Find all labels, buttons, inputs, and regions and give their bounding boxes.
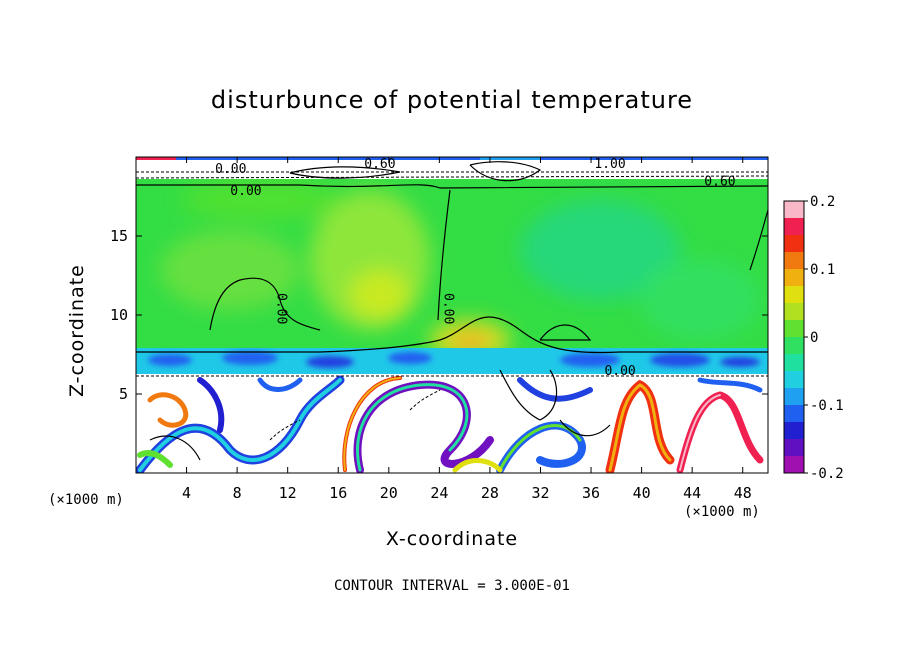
chart-title: disturbunce of potential temperature	[210, 86, 694, 114]
contour-label: 0.00	[215, 162, 246, 177]
contour-label: 0.00	[230, 184, 261, 199]
contour-labels: 0.00 0.00 0.00 0.00 0.60 1.00 0.60 0.00	[215, 157, 735, 379]
x-tick-label: 40	[633, 484, 651, 502]
colorbar-swatch	[784, 303, 804, 321]
colorbar-swatch	[784, 218, 804, 236]
x-axis-ticks: 4 8 12 16 20 24 28 32 36 40 44 48	[182, 157, 752, 502]
x-tick-label: 20	[380, 484, 398, 502]
y-tick-label: 10	[110, 306, 128, 324]
x-tick-label: 4	[182, 484, 191, 502]
colorbar-swatch	[784, 354, 804, 372]
y-tick-label: 15	[110, 227, 128, 245]
colorbar-swatch	[784, 371, 804, 389]
x-tick-label: 8	[233, 484, 242, 502]
colorbar-tick-label: 0.1	[810, 262, 835, 278]
x-tick-label: 28	[481, 484, 499, 502]
y-axis-unit: (×1000 m)	[48, 492, 124, 508]
colorbar-swatch	[784, 439, 804, 457]
contour-label: 0.60	[704, 174, 735, 189]
contour-interval-note: CONTOUR INTERVAL = 3.000E-01	[333, 578, 570, 594]
colorbar-swatch	[784, 405, 804, 423]
x-tick-label: 24	[430, 484, 448, 502]
contour-lines	[136, 161, 768, 461]
colorbar-swatch	[784, 422, 804, 440]
colorbar-swatch	[784, 252, 804, 270]
colorbar-swatch	[784, 201, 804, 219]
contour-label: 0.00	[274, 293, 289, 324]
contour-label: 0.00	[440, 293, 455, 324]
colorbar: 0.2 0.1 0 -0.1 -0.2	[783, 194, 844, 482]
x-tick-label: 16	[329, 484, 347, 502]
x-axis-unit: (×1000 m)	[684, 504, 760, 520]
colorbar-swatch	[784, 388, 804, 406]
x-tick-label: 36	[582, 484, 600, 502]
contour-label: 0.00	[604, 364, 635, 379]
colorbar-swatch	[784, 235, 804, 253]
top-boundary-edge	[136, 157, 768, 160]
y-tick-label: 5	[119, 385, 128, 403]
colorbar-swatch	[784, 269, 804, 287]
contour-label: 0.60	[364, 157, 395, 172]
colorbar-swatch	[784, 320, 804, 338]
lower-turbulence	[136, 375, 764, 473]
x-tick-label: 44	[683, 484, 701, 502]
field-layer	[136, 157, 768, 473]
x-tick-label: 48	[734, 484, 752, 502]
colorbar-tick-label: 0.2	[810, 194, 835, 210]
colorbar-tick-label: 0	[810, 330, 818, 346]
colorbar-swatch	[784, 286, 804, 304]
colorbar-swatch	[784, 456, 804, 474]
x-tick-label: 12	[279, 484, 297, 502]
colorbar-tick-label: -0.2	[810, 466, 844, 482]
x-tick-label: 32	[531, 484, 549, 502]
x-axis-label: X-coordinate	[0, 528, 904, 550]
tropopause-cells	[148, 351, 760, 368]
contour-label: 1.00	[594, 157, 625, 172]
negative-contours	[136, 171, 768, 441]
colorbar-tick-label: -0.1	[810, 398, 844, 414]
x-axis-label-text: X-coordinate	[385, 528, 519, 550]
y-axis-ticks: 5 10 15	[110, 227, 768, 403]
colorbar-swatch	[784, 337, 804, 355]
